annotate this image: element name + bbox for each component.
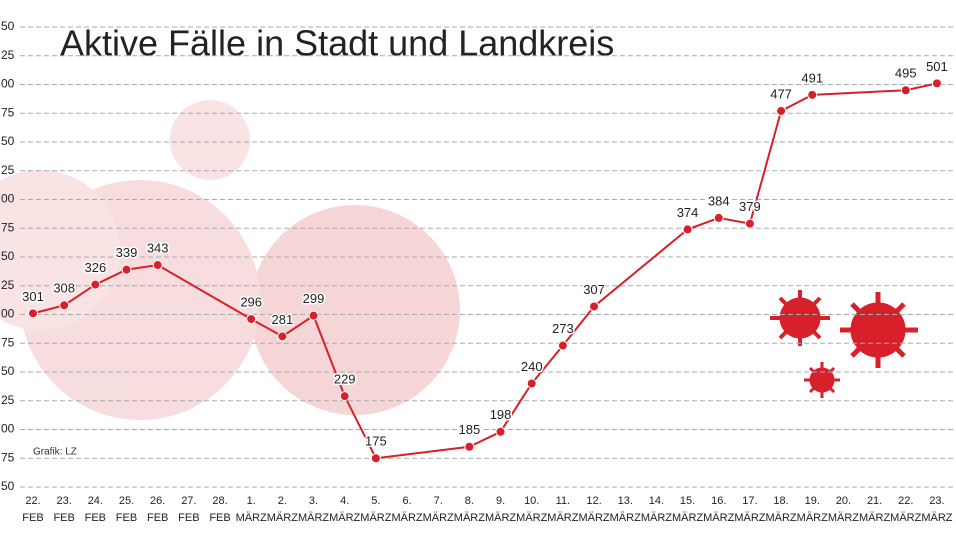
data-point xyxy=(308,310,319,321)
data-label: 240 xyxy=(521,359,543,374)
data-label: 198 xyxy=(490,407,512,422)
x-tick-label: 27. FEB xyxy=(178,495,199,524)
data-point xyxy=(90,279,101,290)
y-tick-label: 50 xyxy=(1,134,15,148)
x-tick-label: 18. MÄRZ xyxy=(765,495,796,524)
data-label: 229 xyxy=(334,372,356,387)
data-point xyxy=(557,340,568,351)
data-label: 343 xyxy=(147,240,169,255)
data-point xyxy=(682,224,693,235)
x-tick-label: 25. FEB xyxy=(116,495,137,524)
data-label: 308 xyxy=(53,281,75,296)
data-line xyxy=(32,82,938,460)
y-tick-label: 50 xyxy=(1,479,15,493)
virus-icons xyxy=(770,290,918,398)
data-point xyxy=(589,301,600,312)
x-tick-label: 13. MÄRZ xyxy=(610,495,641,524)
x-tick-label: 8. MÄRZ xyxy=(454,495,485,524)
x-tick-label: 6. MÄRZ xyxy=(391,495,422,524)
data-point xyxy=(370,453,381,464)
x-tick-label: 11. MÄRZ xyxy=(547,495,578,524)
data-point xyxy=(277,331,288,342)
data-label: 281 xyxy=(272,312,294,327)
y-tick-label: 00 xyxy=(1,77,15,91)
x-tick-label: 2. MÄRZ xyxy=(267,495,298,524)
data-label: 273 xyxy=(552,321,574,336)
y-tick-label: 50 xyxy=(1,19,15,33)
data-point xyxy=(713,212,724,223)
data-point xyxy=(339,391,350,402)
data-label: 175 xyxy=(365,434,387,449)
x-tick-label: 26. FEB xyxy=(147,495,168,524)
x-tick-label: 28. FEB xyxy=(209,495,230,524)
source-note: Grafik: LZ xyxy=(33,447,77,458)
data-point xyxy=(152,260,163,271)
x-tick-label: 24. FEB xyxy=(85,495,106,524)
x-tick-label: 1. MÄRZ xyxy=(236,495,267,524)
x-tick-label: 21. MÄRZ xyxy=(859,495,890,524)
data-label: 339 xyxy=(116,245,138,260)
x-tick-label: 15. MÄRZ xyxy=(672,495,703,524)
x-tick-label: 14. MÄRZ xyxy=(641,495,672,524)
x-tick-label: 10. MÄRZ xyxy=(516,495,547,524)
x-tick-label: 20. MÄRZ xyxy=(828,495,859,524)
data-label: 326 xyxy=(84,260,106,275)
x-tick-label: 17. MÄRZ xyxy=(734,495,765,524)
chart-title: Aktive Fälle in Stadt und Landkreis xyxy=(60,23,614,64)
data-label: 374 xyxy=(677,205,699,220)
y-tick-label: 50 xyxy=(1,364,15,378)
data-label: 307 xyxy=(583,282,605,297)
data-label: 384 xyxy=(708,193,730,208)
x-tick-label: 23. FEB xyxy=(53,495,74,524)
x-tick-label: 9. MÄRZ xyxy=(485,495,516,524)
data-point xyxy=(776,105,787,116)
y-tick-label: 00 xyxy=(1,192,15,206)
y-tick-label: 25 xyxy=(1,163,15,177)
data-label: 185 xyxy=(459,422,481,437)
data-point xyxy=(526,378,537,389)
data-label: 477 xyxy=(770,86,792,101)
data-label: 495 xyxy=(895,66,917,81)
x-tick-label: 22. FEB xyxy=(22,495,43,524)
data-point xyxy=(495,426,506,437)
x-tick-label: 5. MÄRZ xyxy=(360,495,391,524)
y-tick-label: 50 xyxy=(1,249,15,263)
data-label: 501 xyxy=(926,59,948,74)
data-point xyxy=(59,300,70,311)
y-tick-label: 00 xyxy=(1,422,15,436)
x-tick-label: 3. MÄRZ xyxy=(298,495,329,524)
x-tick-label: 16. MÄRZ xyxy=(703,495,734,524)
data-label: 296 xyxy=(240,295,262,310)
x-tick-label: 4. MÄRZ xyxy=(329,495,360,524)
y-tick-label: 25 xyxy=(1,48,15,62)
x-tick-label: 7. MÄRZ xyxy=(423,495,454,524)
y-tick-label: 75 xyxy=(1,450,15,464)
data-label: 491 xyxy=(801,70,823,85)
data-label: 301 xyxy=(22,289,44,304)
y-tick-label: 25 xyxy=(1,393,15,407)
data-point xyxy=(931,78,942,89)
data-point xyxy=(900,85,911,96)
x-tick-label: 12. MÄRZ xyxy=(578,495,609,524)
data-point xyxy=(121,264,132,275)
data-label: 299 xyxy=(303,291,325,306)
x-tick-label: 22. MÄRZ xyxy=(890,495,921,524)
data-point xyxy=(464,441,475,452)
data-point xyxy=(807,89,818,100)
data-point xyxy=(246,314,257,325)
y-tick-label: 75 xyxy=(1,220,15,234)
data-label: 379 xyxy=(739,199,761,214)
data-point xyxy=(28,308,38,319)
data-point xyxy=(744,218,755,229)
y-tick-label: 75 xyxy=(1,335,15,349)
y-tick-label: 00 xyxy=(1,307,15,321)
y-tick-label: 25 xyxy=(1,278,15,292)
y-tick-label: 75 xyxy=(1,105,15,119)
x-tick-label: 23. MÄRZ xyxy=(921,495,952,524)
x-tick-label: 19. MÄRZ xyxy=(797,495,828,524)
